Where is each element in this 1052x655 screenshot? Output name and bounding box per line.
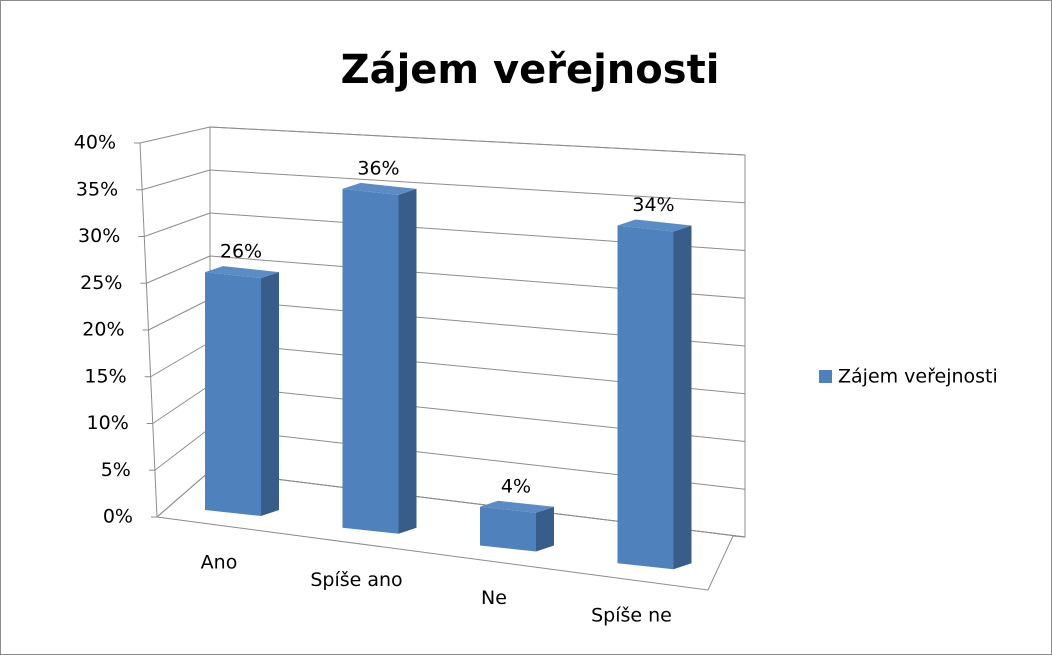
grid-line: [148, 298, 211, 331]
bar-top: [342, 182, 417, 195]
grid-line: [150, 341, 211, 378]
y-tick-label: 15%: [84, 365, 126, 387]
bar-top: [205, 266, 279, 279]
bar-side: [673, 225, 692, 570]
y-tick-label: 10%: [87, 412, 129, 434]
data-label: 34%: [632, 194, 674, 216]
grid-line: [141, 169, 211, 191]
data-label: 36%: [357, 157, 399, 179]
y-tick-label: 35%: [76, 178, 118, 200]
bar-top: [480, 500, 554, 513]
bar-top: [617, 219, 692, 232]
grid-line: [154, 427, 211, 471]
bar-side: [261, 272, 279, 516]
legend-label: Zájem veřejnosti: [838, 366, 998, 388]
bar-front: [342, 188, 399, 534]
grid-line: [209, 126, 746, 156]
y-tick-label: 40%: [74, 132, 116, 154]
x-tick-label: Spíše ne: [591, 605, 672, 627]
bar: [480, 500, 554, 552]
grid-line: [156, 470, 211, 518]
bar: [617, 219, 692, 570]
bar-front: [205, 272, 261, 516]
bar: [205, 266, 279, 516]
y-tick-label: 5%: [101, 459, 131, 481]
data-label: 4%: [501, 475, 531, 497]
chart-title: Zájem veřejnosti: [341, 47, 720, 93]
grid-line: [139, 126, 211, 144]
bar: [342, 182, 417, 534]
y-tick-label: 20%: [82, 319, 124, 341]
grid-line: [209, 169, 746, 204]
grid-line: [144, 212, 211, 237]
y-tick-label: 25%: [80, 272, 122, 294]
grid-line: [146, 255, 211, 284]
x-tick-label: Spíše ano: [310, 569, 402, 591]
bar-front: [480, 506, 536, 552]
bar-side: [536, 506, 554, 552]
legend-swatch: [819, 370, 832, 383]
x-tick-label: Ne: [481, 587, 507, 609]
bar-front: [617, 225, 674, 570]
y-tick-label: 30%: [78, 225, 120, 247]
grid-line: [152, 384, 211, 424]
y-tick-label: 0%: [103, 506, 133, 528]
bar-side: [398, 188, 417, 534]
data-label: 26%: [220, 241, 262, 263]
x-tick-label: Ano: [201, 552, 238, 574]
